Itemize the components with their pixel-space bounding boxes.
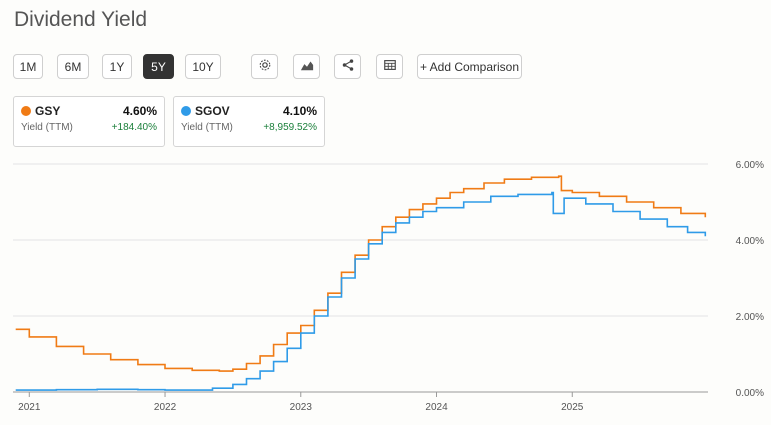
range-button-1m[interactable]: 1M <box>13 54 43 79</box>
yield-value: 4.10% <box>282 104 317 118</box>
add-comparison-button[interactable]: + Add Comparison <box>417 54 522 79</box>
yield-value: 4.60% <box>122 104 157 118</box>
x-tick-label: 2023 <box>290 402 313 413</box>
chart-type-button[interactable] <box>293 54 320 79</box>
settings-button[interactable] <box>251 54 278 79</box>
area-chart-icon <box>300 58 314 75</box>
range-button-1y[interactable]: 1Y <box>102 54 132 79</box>
yield-change: +8,959.52% <box>263 122 317 133</box>
series-color-dot <box>181 106 191 116</box>
range-button-10y[interactable]: 10Y <box>185 54 221 79</box>
series-line-sgov <box>15 191 707 391</box>
x-tick-label: 2024 <box>425 402 448 413</box>
y-tick-label: 6.00% <box>736 160 764 171</box>
yield-change: +184.40% <box>111 122 157 133</box>
ticker-card-gsy[interactable]: GSY 4.60% Yield (TTM) +184.40% <box>13 96 165 147</box>
series-line-gsy <box>15 175 707 372</box>
ticker-symbol: SGOV <box>195 104 230 118</box>
range-button-5y[interactable]: 5Y <box>143 54 174 79</box>
x-tick-label: 2021 <box>18 402 41 413</box>
y-tick-label: 4.00% <box>736 236 764 247</box>
series-color-dot <box>21 106 31 116</box>
table-icon <box>383 58 397 75</box>
dividend-yield-chart[interactable]: 6.00% 4.00% 2.00% 0.00% 2021 2022 2023 2024 2025 <box>0 150 771 425</box>
table-button[interactable] <box>376 54 403 79</box>
share-icon <box>341 58 355 75</box>
gear-icon <box>258 58 272 75</box>
ticker-card-sgov[interactable]: SGOV 4.10% Yield (TTM) +8,959.52% <box>173 96 325 147</box>
yield-sublabel: Yield (TTM) <box>21 122 73 133</box>
y-tick-label: 0.00% <box>736 388 764 399</box>
page-title: Dividend Yield <box>14 8 148 31</box>
yield-sublabel: Yield (TTM) <box>181 122 233 133</box>
x-tick-label: 2022 <box>154 402 177 413</box>
ticker-symbol: GSY <box>35 104 61 118</box>
y-tick-label: 2.00% <box>736 312 764 323</box>
range-button-6m[interactable]: 6M <box>57 54 89 79</box>
x-tick-label: 2025 <box>561 402 584 413</box>
share-button[interactable] <box>334 54 361 79</box>
